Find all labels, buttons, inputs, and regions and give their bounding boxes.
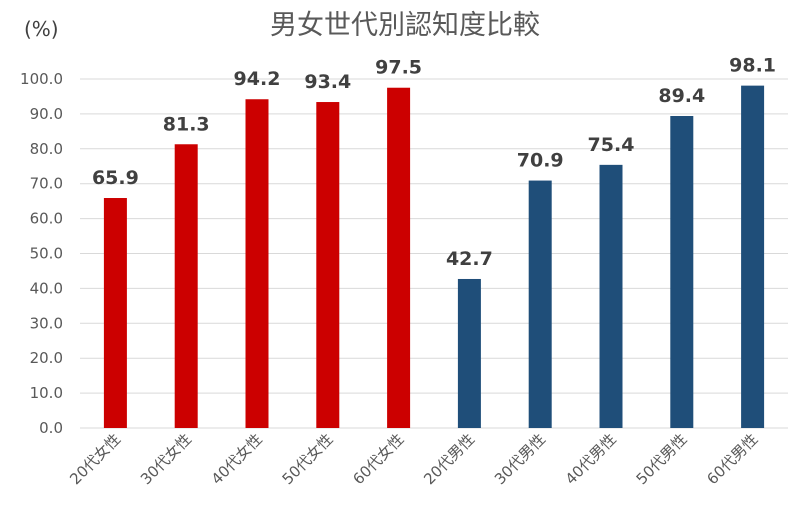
bar bbox=[741, 85, 765, 429]
y-tick-label: 60.0 bbox=[30, 210, 63, 228]
data-label: 98.1 bbox=[729, 55, 776, 77]
data-label: 81.3 bbox=[163, 113, 210, 135]
y-tick-label: 40.0 bbox=[30, 279, 63, 297]
data-labels: 65.9 81.3 94.2 93.4 97.5 42.7 70.9 75.4 89.4 98.1 bbox=[92, 55, 776, 270]
x-tick-label: 40代男性 bbox=[562, 430, 620, 488]
y-tick-label: 20.0 bbox=[30, 349, 63, 367]
chart-title: 男女世代別認知度比較 bbox=[270, 10, 540, 41]
y-tick-label: 100.0 bbox=[20, 70, 63, 88]
y-tick-label: 0.0 bbox=[39, 419, 63, 437]
bars bbox=[103, 85, 765, 429]
bar bbox=[599, 164, 623, 428]
x-tick-label: 20代女性 bbox=[66, 430, 124, 488]
data-label: 75.4 bbox=[588, 134, 635, 156]
x-tick-label: 50代女性 bbox=[279, 430, 337, 488]
x-tick-label: 30代男性 bbox=[491, 430, 549, 488]
bar bbox=[245, 99, 269, 428]
bar bbox=[387, 87, 411, 428]
data-label: 42.7 bbox=[446, 248, 493, 270]
x-tick-label: 60代男性 bbox=[703, 430, 761, 488]
bar bbox=[670, 115, 694, 428]
data-label: 65.9 bbox=[92, 167, 139, 189]
bar bbox=[174, 144, 198, 428]
x-tick-label: 60代女性 bbox=[349, 430, 407, 488]
y-tick-label: 90.0 bbox=[30, 105, 63, 123]
bar bbox=[457, 278, 481, 428]
y-tick-label: 80.0 bbox=[30, 140, 63, 158]
data-label: 94.2 bbox=[234, 68, 281, 90]
bar bbox=[316, 102, 340, 428]
x-axis: 20代女性 30代女性 40代女性 50代女性 60代女性 20代男性 30代男性 40代男性… bbox=[66, 430, 761, 488]
x-tick-label: 30代女性 bbox=[137, 430, 195, 488]
y-tick-label: 70.0 bbox=[30, 175, 63, 193]
y-tick-label: 50.0 bbox=[30, 245, 63, 263]
data-label: 97.5 bbox=[375, 57, 422, 79]
data-label: 89.4 bbox=[658, 85, 705, 107]
y-axis-unit-label: (%) bbox=[24, 17, 59, 41]
bar bbox=[103, 198, 127, 428]
x-tick-label: 40代女性 bbox=[208, 430, 266, 488]
data-label: 70.9 bbox=[517, 150, 564, 172]
gridlines bbox=[80, 78, 788, 429]
y-tick-label: 30.0 bbox=[30, 314, 63, 332]
y-tick-label: 10.0 bbox=[30, 384, 63, 402]
bar bbox=[528, 180, 552, 428]
y-axis: 0.0 10.0 20.0 30.0 40.0 50.0 60.0 70.0 80.0 90.0 1… bbox=[20, 70, 63, 437]
x-tick-label: 20代男性 bbox=[420, 430, 478, 488]
data-label: 93.4 bbox=[304, 71, 351, 93]
x-tick-label: 50代男性 bbox=[633, 430, 691, 488]
